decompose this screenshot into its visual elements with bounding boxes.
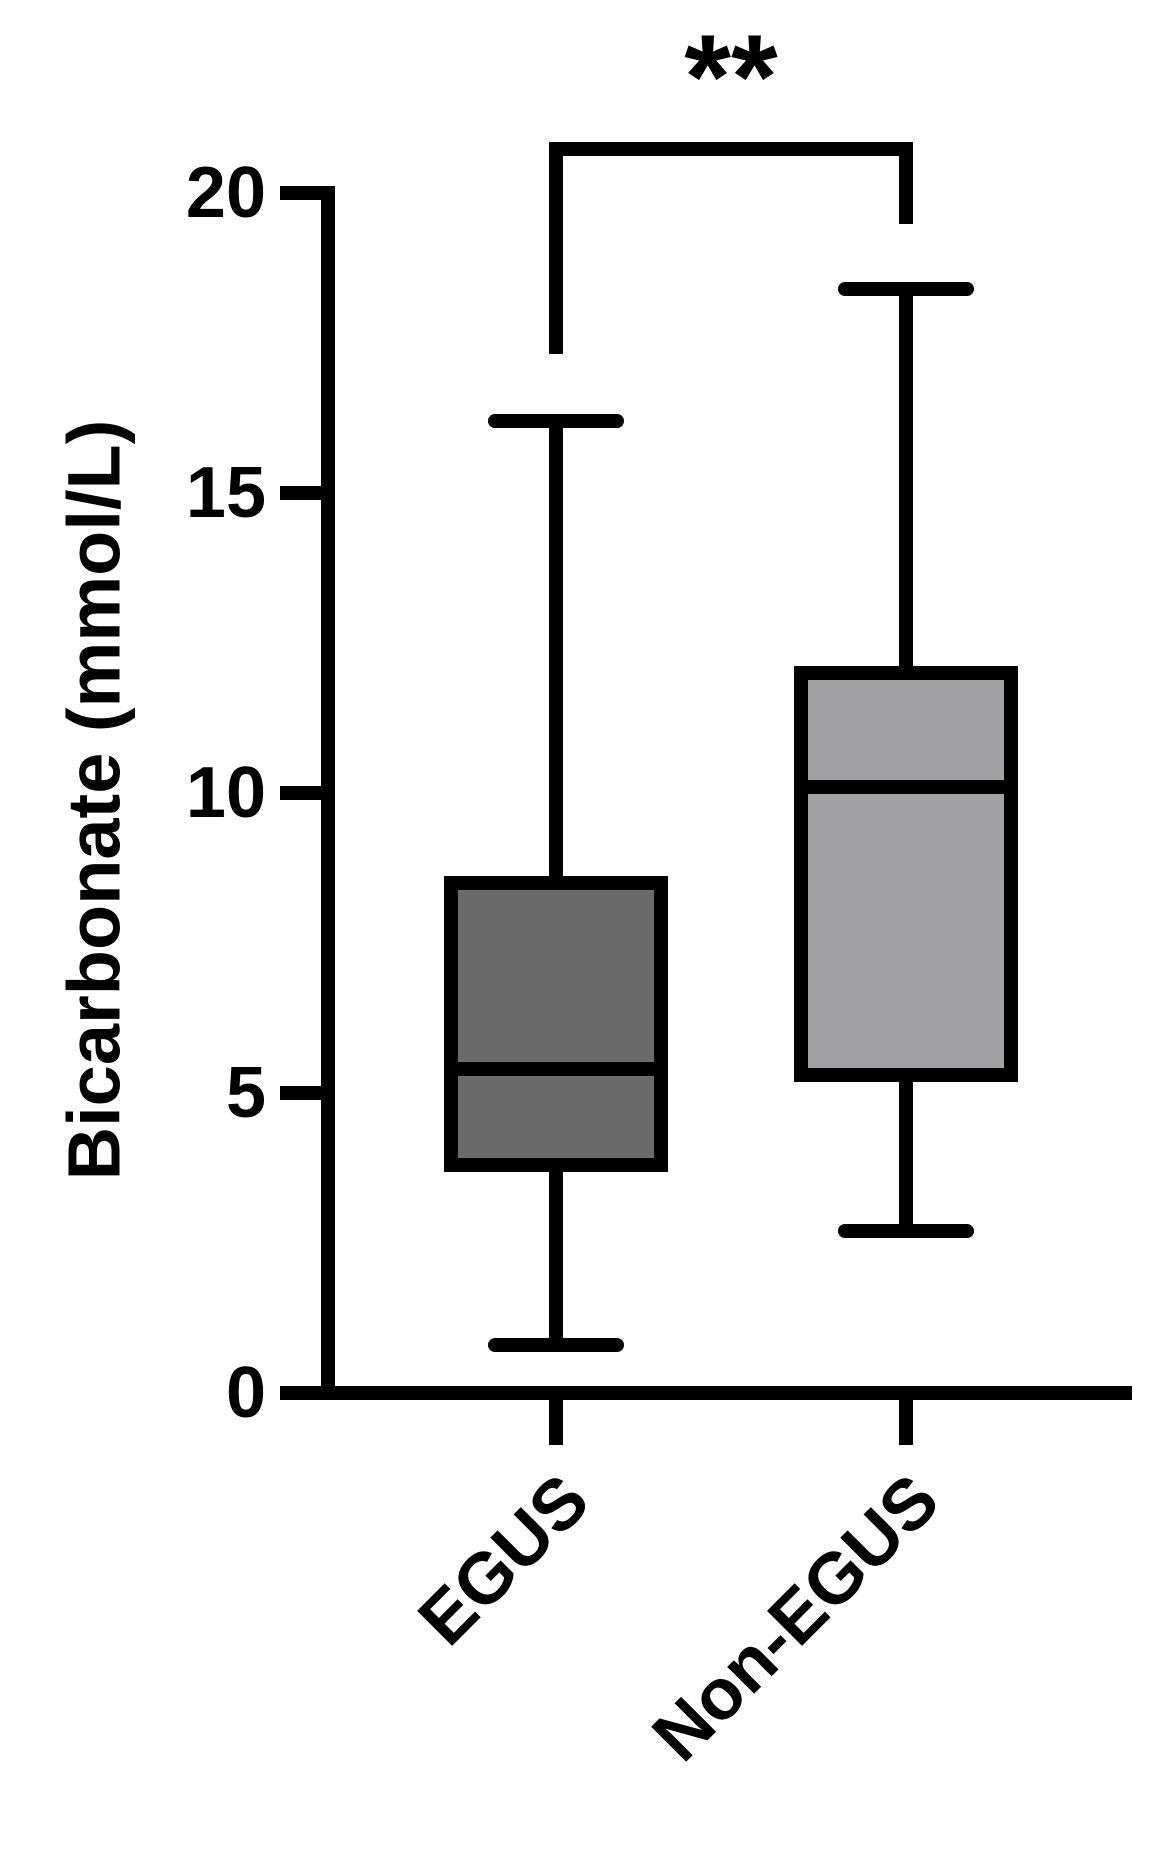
y-tick-label: 15 [186,453,266,533]
y-tick-label: 5 [226,1053,266,1133]
y-tick-label: 0 [226,1353,266,1433]
y-tick-label: 20 [186,153,266,233]
y-tick-label: 10 [186,753,266,833]
significance-label: ** [684,10,778,144]
box [794,666,1018,1082]
box [444,876,668,1172]
x-tick-label: EGUS [403,1460,604,1661]
x-tick-label: Non-EGUS [638,1460,955,1777]
significance-bracket [549,142,913,354]
y-axis-label: Bicarbonate (mmol/L) [53,420,136,1181]
